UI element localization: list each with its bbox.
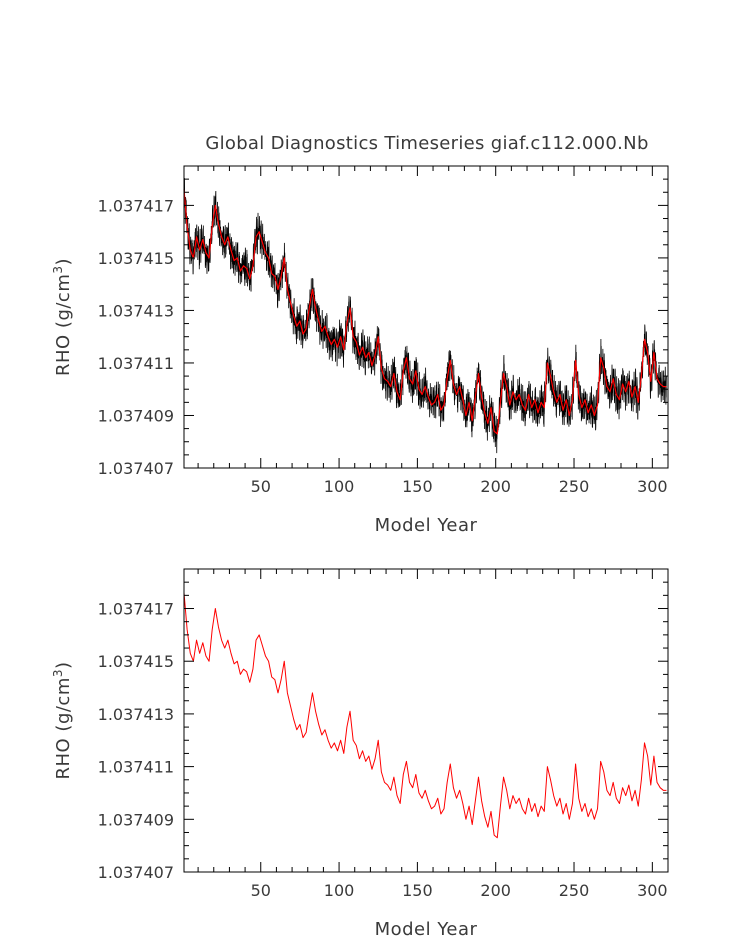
y-tick-label: 1.037413 (98, 705, 174, 724)
annual-series (183, 592, 667, 839)
monthly-line (183, 178, 667, 454)
bottom-panel: 50 100 150 200 250 300 1.037407 1.037409 1.03741… (51, 568, 669, 940)
x-tick-label: 50 (251, 881, 271, 900)
bottom-axes-frame (183, 568, 669, 873)
x-tick-label: 250 (559, 881, 590, 900)
x-tick-label: 200 (480, 477, 511, 496)
x-tick-label: 150 (402, 477, 433, 496)
annual-mean-line (183, 189, 667, 435)
y-tick-label: 1.037409 (98, 810, 174, 829)
x-axis-label: Model Year (375, 515, 478, 536)
y-tick-label: 1.037407 (98, 863, 174, 882)
x-tick-label: 100 (324, 881, 355, 900)
x-tick-label: 50 (251, 477, 271, 496)
top-axes-frame (183, 165, 669, 469)
top-panel: 50 100 150 200 250 300 1.037407 1.037409 1.03741… (51, 165, 669, 536)
y-tick-label: 1.037407 (98, 459, 174, 478)
y-tick-label: 1.037411 (98, 354, 174, 373)
y-tick-label: 1.037409 (98, 406, 174, 425)
y-tick-label: 1.037415 (98, 652, 174, 671)
x-tick-label: 300 (637, 477, 668, 496)
x-tick-label: 200 (480, 881, 511, 900)
x-tick-label: 100 (324, 477, 355, 496)
monthly-series (183, 178, 667, 454)
annual-mean-line (183, 592, 667, 839)
figure-title: Global Diagnostics Timeseries giaf.c112.… (205, 133, 648, 154)
y-tick-label: 1.037415 (98, 249, 174, 268)
top-axis-labels: 50 100 150 200 250 300 1.037407 1.037409 1.03741… (51, 196, 668, 536)
x-tick-label: 250 (559, 477, 590, 496)
x-tick-label: 150 (402, 881, 433, 900)
y-tick-label: 1.037411 (98, 758, 174, 777)
y-axis-label: RHO (g/cm3) (51, 258, 74, 376)
y-axis-label: RHO (g/cm3) (51, 661, 74, 779)
y-tick-label: 1.037417 (98, 600, 174, 619)
axes-frame (183, 568, 669, 873)
bottom-axis-labels: 50 100 150 200 250 300 1.037407 1.037409 1.03741… (51, 600, 668, 940)
y-tick-label: 1.037417 (98, 196, 174, 215)
annual-series (183, 189, 667, 435)
x-tick-label: 300 (637, 881, 668, 900)
axes-frame (183, 165, 669, 469)
x-axis-label: Model Year (375, 919, 478, 940)
y-tick-label: 1.037413 (98, 301, 174, 320)
